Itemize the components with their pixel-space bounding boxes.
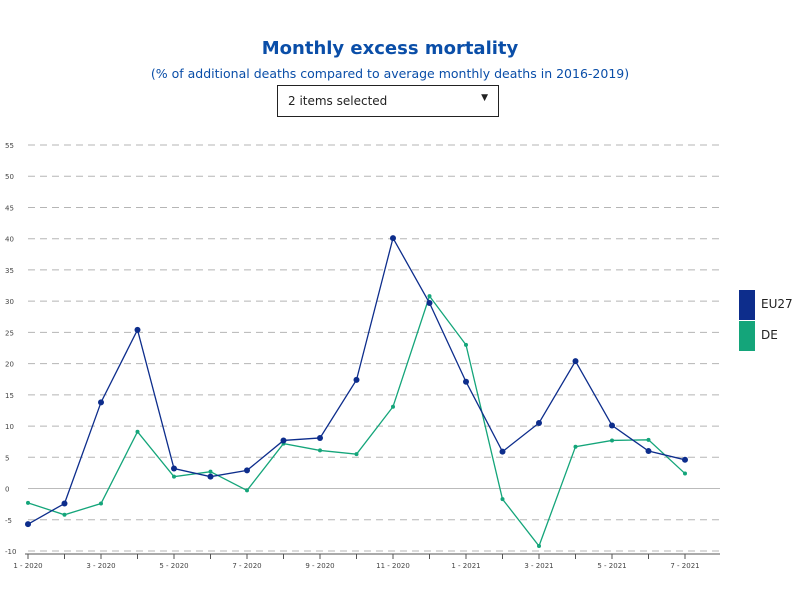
y-tick-label: 35 <box>5 267 14 275</box>
series-selector-label: 2 items selected <box>288 94 388 108</box>
data-point-de <box>245 488 249 493</box>
y-tick-label: -5 <box>5 517 12 525</box>
y-tick-label: 0 <box>5 486 9 494</box>
data-point-eu27 <box>207 473 214 480</box>
data-point-eu27 <box>25 521 31 528</box>
y-tick-label: 25 <box>5 329 14 337</box>
legend-label-eu27: EU27 <box>761 297 793 311</box>
data-point-de <box>573 444 578 449</box>
series-lines <box>25 235 688 549</box>
data-point-de <box>610 438 614 443</box>
y-tick-label: 30 <box>5 298 14 306</box>
data-point-eu27 <box>463 378 469 385</box>
data-point-de <box>135 429 140 434</box>
x-tick-label: 11 - 2020 <box>376 562 410 570</box>
x-tick-label: 3 - 2021 <box>524 562 553 570</box>
y-tick-label: 5 <box>5 454 9 462</box>
y-tick-label: 20 <box>5 361 14 369</box>
data-point-de <box>318 448 322 453</box>
data-point-eu27 <box>61 500 68 507</box>
x-tick-label: 1 - 2021 <box>451 562 480 570</box>
x-axis-ticks: 1 - 2020 3 - 2020 5 - 2020 7 - 2020 9 - 2020… <box>13 553 720 570</box>
chevron-down-icon: ▼ <box>481 93 488 103</box>
data-point-eu27 <box>98 399 104 406</box>
data-point-eu27 <box>353 376 360 383</box>
data-point-eu27 <box>390 235 396 242</box>
y-tick-label: 55 <box>5 142 14 150</box>
x-tick-label: 9 - 2020 <box>305 562 334 570</box>
y-tick-label: 45 <box>5 204 14 212</box>
x-tick-label: 7 - 2020 <box>232 562 261 570</box>
x-tick-label: 5 - 2020 <box>159 562 188 570</box>
data-point-de <box>26 500 30 505</box>
legend-label-de: DE <box>761 328 778 342</box>
data-point-de <box>354 452 359 457</box>
series-selector-dropdown[interactable]: 2 items selected ▼ <box>277 85 499 117</box>
legend-swatch-de <box>739 321 755 351</box>
y-tick-label: -10 <box>5 548 16 556</box>
data-point-eu27 <box>426 300 433 307</box>
series-eu27 <box>25 235 688 528</box>
data-point-eu27 <box>244 467 250 474</box>
data-point-de <box>683 471 687 476</box>
data-point-eu27 <box>134 326 141 333</box>
data-point-eu27 <box>609 422 615 429</box>
chart-subtitle: (% of additional deaths compared to aver… <box>150 66 630 81</box>
data-point-eu27 <box>171 465 177 472</box>
series-de <box>26 294 687 549</box>
data-point-eu27 <box>645 448 652 455</box>
data-point-eu27 <box>317 434 323 441</box>
data-point-de <box>537 544 541 549</box>
data-point-de <box>464 342 468 347</box>
y-axis-ticks: -10 -5 0 5 10 15 20 25 30 35 40 45 50 55 <box>5 142 16 556</box>
y-tick-label: 40 <box>5 236 14 244</box>
data-point-eu27 <box>280 437 287 444</box>
data-point-eu27 <box>682 456 688 463</box>
data-point-de <box>62 512 67 517</box>
chart-title: Monthly excess mortality <box>261 38 519 59</box>
x-tick-label: 5 - 2021 <box>597 562 626 570</box>
data-point-eu27 <box>536 419 542 426</box>
data-point-de <box>427 294 432 299</box>
data-point-de <box>500 497 505 502</box>
x-tick-label: 3 - 2020 <box>86 562 115 570</box>
series-line-de <box>27 294 686 548</box>
legend-swatch-eu27 <box>739 290 755 320</box>
data-point-eu27 <box>499 448 506 455</box>
grid-lines <box>28 144 720 552</box>
data-point-de <box>99 501 103 506</box>
x-tick-label: 7 - 2021 <box>670 562 699 570</box>
data-point-de <box>391 404 395 409</box>
data-point-de <box>646 437 651 442</box>
data-point-de <box>172 474 176 479</box>
data-point-eu27 <box>572 358 579 365</box>
y-tick-label: 50 <box>5 173 14 181</box>
y-tick-label: 10 <box>5 423 14 431</box>
data-point-de <box>208 469 213 474</box>
x-tick-label: 1 - 2020 <box>13 562 42 570</box>
y-tick-label: 15 <box>5 392 14 400</box>
